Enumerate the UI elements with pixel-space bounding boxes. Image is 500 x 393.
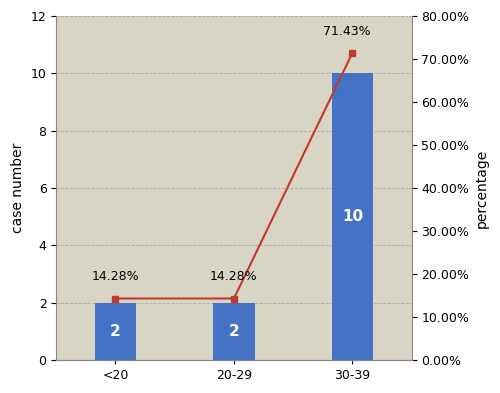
Text: 2: 2 [110, 324, 121, 339]
Text: 14.28%: 14.28% [210, 270, 258, 283]
Text: 2: 2 [228, 324, 239, 339]
Text: 71.43%: 71.43% [322, 25, 370, 38]
Text: 14.28%: 14.28% [92, 270, 140, 283]
Y-axis label: percentage: percentage [475, 149, 489, 228]
Bar [95, 303, 136, 360]
Bar [213, 303, 254, 360]
Y-axis label: case number: case number [11, 143, 25, 233]
Bar [332, 73, 373, 360]
Text: 10: 10 [342, 209, 363, 224]
